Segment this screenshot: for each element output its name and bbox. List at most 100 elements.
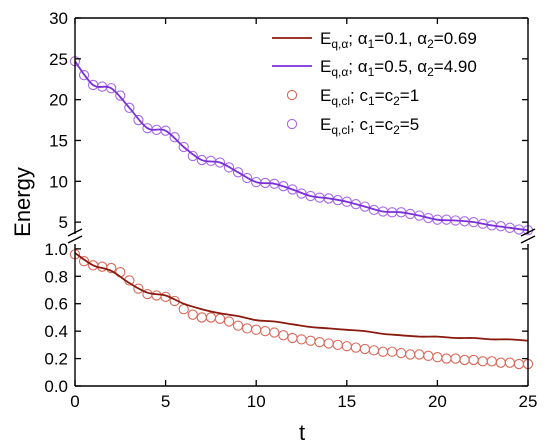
series-marker-2 bbox=[214, 313, 226, 324]
series-marker-2 bbox=[414, 349, 425, 360]
series-line-1 bbox=[74, 60, 529, 232]
legend-label-part: =5 bbox=[400, 115, 419, 134]
series-marker-2 bbox=[314, 336, 325, 348]
series-marker-2 bbox=[133, 283, 144, 294]
series-line-0 bbox=[74, 252, 529, 342]
y-tick-label-upper: 5 bbox=[59, 213, 68, 232]
y-tick-label-upper: 30 bbox=[49, 9, 68, 28]
series-marker-2 bbox=[396, 347, 407, 359]
series-marker-2 bbox=[232, 320, 244, 331]
y-axis-title: Energy bbox=[10, 167, 35, 237]
series-marker-2 bbox=[205, 312, 217, 323]
y-tick-label-lower: 0.0 bbox=[44, 377, 68, 396]
legend-label-part: 2 bbox=[427, 37, 434, 51]
series-marker-2 bbox=[341, 341, 352, 352]
series-marker-2 bbox=[423, 350, 434, 361]
x-tick-label: 5 bbox=[161, 392, 170, 411]
y-tick-label-upper: 10 bbox=[49, 172, 68, 191]
y-tick-label-lower: 0.6 bbox=[44, 295, 68, 314]
series-marker-2 bbox=[359, 343, 371, 355]
legend-label-part: =1 bbox=[400, 86, 419, 105]
legend-label-part: =c bbox=[375, 115, 394, 134]
series-marker-2 bbox=[223, 316, 235, 327]
y-tick-label-lower: 0.2 bbox=[44, 350, 68, 369]
legend-label-part: q,α bbox=[331, 37, 348, 51]
legend-label-part: ; α bbox=[348, 57, 367, 76]
series-marker-2 bbox=[386, 346, 398, 357]
legend-label-part: q,α bbox=[331, 65, 348, 79]
legend-label-part: ; c bbox=[350, 86, 368, 105]
legend-label: Eq,cl; c1=c2=1 bbox=[320, 86, 419, 108]
y-tick-label-upper: 20 bbox=[49, 91, 68, 110]
x-tick-label: 20 bbox=[428, 392, 447, 411]
series-marker-2 bbox=[151, 290, 162, 301]
legend-label-part: E bbox=[320, 86, 331, 105]
series-marker-2 bbox=[287, 332, 298, 344]
x-tick-label: 0 bbox=[70, 392, 79, 411]
series-marker-2 bbox=[296, 334, 307, 345]
legend-label-part: ; c bbox=[350, 115, 368, 134]
series-marker-2 bbox=[332, 339, 343, 351]
plot-frame bbox=[67, 17, 536, 387]
legend-label-part: 1 bbox=[368, 94, 375, 108]
y-tick-label-lower: 0.8 bbox=[44, 267, 68, 286]
y-tick-label-lower: 1.0 bbox=[44, 240, 68, 259]
legend-label-part: q,cl bbox=[331, 123, 350, 137]
series-marker-3 bbox=[278, 181, 289, 192]
legend-label: Eq,α; α1=0.5, α2=4.90 bbox=[320, 57, 477, 79]
marker-series-layer bbox=[69, 56, 534, 370]
series-marker-3 bbox=[187, 150, 198, 162]
legend-label-part: 1 bbox=[368, 65, 375, 79]
legend-label-part: =0.1, α bbox=[374, 29, 427, 48]
series-marker-3 bbox=[133, 114, 144, 126]
legend-label-part: =c bbox=[375, 86, 394, 105]
series-marker-2 bbox=[241, 323, 253, 334]
legend-swatch-marker bbox=[286, 89, 298, 101]
legend-label: Eq,cl; c1=c2=5 bbox=[320, 115, 419, 137]
series-marker-2 bbox=[513, 358, 525, 370]
axis-break-mark bbox=[520, 228, 536, 237]
series-marker-3 bbox=[124, 102, 135, 113]
series-marker-2 bbox=[495, 357, 506, 368]
series-marker-2 bbox=[187, 309, 198, 320]
series-marker-2 bbox=[305, 335, 316, 346]
legend-label-part: =4.90 bbox=[434, 57, 477, 76]
series-marker-2 bbox=[106, 262, 117, 274]
y-tick-label-lower: 0.4 bbox=[44, 322, 68, 341]
series-marker-2 bbox=[486, 356, 497, 367]
legend-label-part: E bbox=[320, 57, 331, 76]
legend-label-part: E bbox=[320, 115, 331, 134]
legend-label: Eq,α; α1=0.1, α2=0.69 bbox=[320, 29, 477, 51]
series-marker-3 bbox=[115, 90, 126, 101]
series-marker-3 bbox=[287, 184, 298, 195]
axis-ticks: 0 5 10 15 20 25 5 10 15 20 25 30 0.0 0.2 0.4 0.6 0.8 1.0 bbox=[44, 9, 537, 411]
series-marker-2 bbox=[405, 349, 416, 360]
legend-label-part: =0.69 bbox=[434, 29, 477, 48]
line-series-layer bbox=[74, 60, 529, 342]
legend-label-part: 2 bbox=[427, 65, 434, 79]
series-marker-3 bbox=[359, 201, 371, 212]
series-marker-2 bbox=[196, 312, 207, 323]
axis-break-mark bbox=[67, 228, 83, 237]
series-marker-2 bbox=[251, 324, 262, 335]
legend-swatch-marker bbox=[286, 118, 298, 130]
series-marker-2 bbox=[468, 354, 479, 366]
legend-label-part: =0.5, α bbox=[374, 57, 427, 76]
series-marker-3 bbox=[169, 132, 180, 143]
series-marker-2 bbox=[323, 338, 334, 349]
series-marker-2 bbox=[459, 354, 470, 366]
legend-label-part: ; α bbox=[348, 29, 367, 48]
axis-break-mark bbox=[67, 235, 83, 244]
series-marker-2 bbox=[178, 304, 189, 315]
series-marker-2 bbox=[432, 352, 443, 363]
series-marker-3 bbox=[241, 172, 253, 184]
x-axis-title: t bbox=[299, 420, 305, 445]
x-tick-label: 25 bbox=[519, 392, 538, 411]
series-marker-2 bbox=[278, 330, 289, 341]
series-marker-2 bbox=[260, 325, 271, 337]
series-marker-2 bbox=[377, 346, 389, 357]
axis-break-mark bbox=[520, 235, 536, 244]
series-marker-2 bbox=[441, 353, 452, 364]
series-marker-2 bbox=[504, 357, 516, 368]
legend-label-part: 2 bbox=[393, 123, 400, 137]
